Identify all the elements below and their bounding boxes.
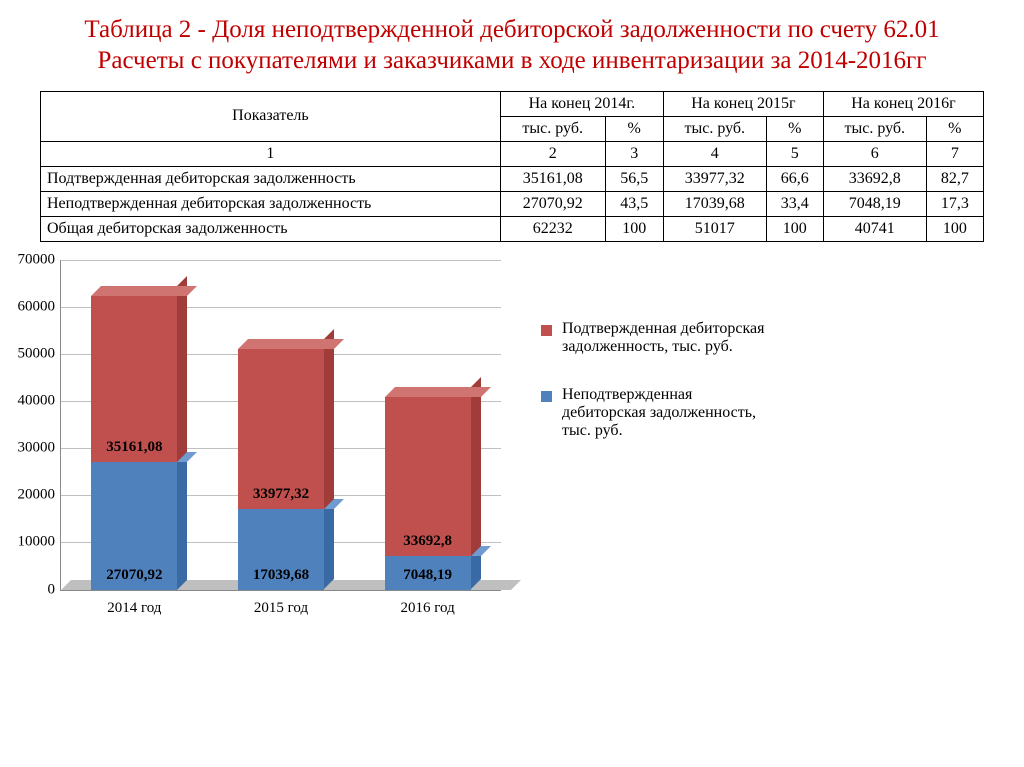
table-row: Неподтвержденная дебиторская задолженнос… <box>41 191 984 216</box>
y-tick-label: 20000 <box>18 487 62 504</box>
table-header-row-1: Показатель На конец 2014г. На конец 2015… <box>41 91 984 116</box>
bar-value-label: 33977,32 <box>238 486 324 503</box>
y-tick-label: 0 <box>48 581 62 598</box>
x-tick-label: 2015 год <box>211 590 351 617</box>
col-2016: На конец 2016г <box>823 91 983 116</box>
bar-value-label: 17039,68 <box>238 567 324 584</box>
legend-item: Подтвержденная дебиторская задолженность… <box>541 320 771 356</box>
x-tick-label: 2014 год <box>64 590 204 617</box>
bar-segment: 33692,8 <box>385 397 471 556</box>
chart-plot: 0100002000030000400005000060000700002707… <box>60 260 501 591</box>
y-tick-label: 30000 <box>18 440 62 457</box>
bar-segment: 7048,19 <box>385 556 471 589</box>
y-tick-label: 10000 <box>18 534 62 551</box>
chart-area: 0100002000030000400005000060000700002707… <box>40 260 984 591</box>
bar-segment: 35161,08 <box>91 296 177 462</box>
y-tick-label: 50000 <box>18 345 62 362</box>
bar-segment: 33977,32 <box>238 349 324 509</box>
legend-item: Неподтвержденная дебиторская задолженнос… <box>541 386 771 440</box>
bar-value-label: 7048,19 <box>385 567 471 584</box>
legend-label: Неподтвержденная дебиторская задолженнос… <box>562 386 771 440</box>
col-label: Показатель <box>41 91 501 141</box>
page-title: Таблица 2 - Доля неподтвержденной дебито… <box>40 14 984 77</box>
bar-value-label: 33692,8 <box>385 533 471 550</box>
y-tick-label: 60000 <box>18 298 62 315</box>
bar-segment: 27070,92 <box>91 462 177 590</box>
bar-segment: 17039,68 <box>238 509 324 589</box>
x-tick-label: 2016 год <box>358 590 498 617</box>
table-row: Общая дебиторская задолженность 62232 10… <box>41 216 984 241</box>
y-tick-label: 70000 <box>18 251 62 268</box>
col-2014: На конец 2014г. <box>500 91 663 116</box>
legend-swatch <box>541 391 552 402</box>
table-row: Подтвержденная дебиторская задолженность… <box>41 166 984 191</box>
bar-value-label: 27070,92 <box>91 567 177 584</box>
y-tick-label: 40000 <box>18 392 62 409</box>
col-2015: На конец 2015г <box>663 91 823 116</box>
data-table: Показатель На конец 2014г. На конец 2015… <box>40 91 984 242</box>
bar-value-label: 35161,08 <box>91 439 177 456</box>
table-numrow: 1 2 3 4 5 6 7 <box>41 141 984 166</box>
legend-swatch <box>541 325 552 336</box>
gridline <box>61 260 501 261</box>
chart-legend: Подтвержденная дебиторская задолженность… <box>541 320 771 470</box>
legend-label: Подтвержденная дебиторская задолженность… <box>562 320 771 356</box>
